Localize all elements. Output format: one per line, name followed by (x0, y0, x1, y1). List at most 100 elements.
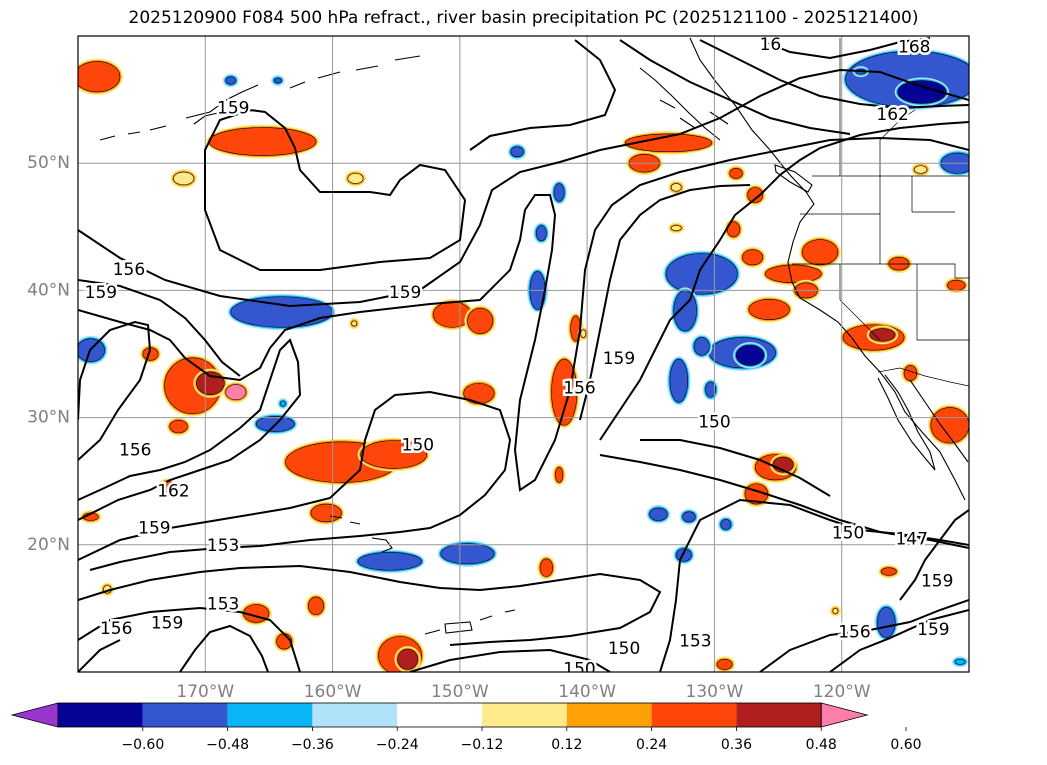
precip-area (533, 222, 550, 244)
precip-core (705, 381, 717, 398)
precip-area (394, 646, 421, 672)
precip-area (713, 656, 736, 672)
precip-core (801, 239, 839, 266)
contour-label: 153 (679, 631, 711, 651)
precip-core (230, 296, 333, 328)
precip-area (679, 508, 699, 525)
contour-line (78, 338, 302, 521)
precip-core (716, 658, 733, 670)
precip-core (273, 77, 282, 84)
precip-area (206, 124, 320, 159)
precip-area (874, 604, 899, 641)
precip-area (646, 504, 671, 524)
contour-label: 159 (138, 518, 170, 538)
precip-core (832, 608, 839, 614)
precip-area (927, 404, 969, 447)
contour-line (78, 390, 512, 571)
colorbar-extend-high (820, 702, 869, 728)
precip-area (702, 378, 719, 401)
precipitation-layer (78, 48, 969, 672)
precip-core (693, 337, 710, 356)
precip-area (739, 246, 766, 268)
contour-line (78, 564, 662, 646)
us-mexico-border (877, 367, 969, 387)
precip-core (308, 596, 324, 616)
hawaii-islands (329, 515, 393, 553)
contour-line (699, 39, 969, 110)
precip-area (717, 516, 734, 533)
precip-area (348, 317, 360, 330)
precip-core (877, 606, 896, 638)
lon-label: 140°W (558, 682, 616, 702)
precip-area (944, 277, 969, 294)
precip-core (880, 567, 897, 576)
contour-label: 150 (832, 523, 864, 543)
colorbar-segment (227, 703, 313, 727)
precip-core (347, 173, 364, 184)
lon-label: 170°W (176, 682, 234, 702)
precip-core (897, 80, 947, 104)
contour-label: 159 (151, 614, 183, 634)
precip-area (344, 170, 367, 187)
precip-area (464, 305, 496, 337)
idaho-border (879, 176, 969, 279)
map-plot-area: 159 156 159 159 156 162 159 153 153 159 156 150 156 1… (78, 35, 969, 672)
contour-label: 156 (113, 260, 145, 280)
utah-arizona-border (916, 264, 969, 341)
colorbar-segment (312, 703, 398, 727)
contour-line (469, 39, 617, 151)
precip-core (555, 466, 564, 483)
precip-area (670, 287, 700, 335)
latitude-labels: 50°N 40°N 30°N 20°N (27, 153, 70, 555)
precip-area (305, 593, 327, 618)
contour-label: 168 (898, 37, 930, 57)
precip-area (507, 143, 527, 160)
precip-area (799, 236, 841, 268)
gridlines (78, 36, 969, 672)
north-america-coastline (689, 37, 966, 501)
precip-core (670, 225, 682, 231)
precip-area (894, 77, 950, 107)
precip-area (166, 417, 191, 436)
contour-label: 156 (119, 441, 151, 461)
precip-area (170, 169, 197, 188)
precip-core (467, 307, 494, 334)
precip-area (537, 555, 556, 580)
precip-area (222, 73, 239, 88)
precip-area (951, 656, 969, 668)
precip-core (682, 511, 696, 523)
precip-core (280, 400, 286, 407)
nevada-border (839, 264, 881, 341)
precip-core (553, 183, 565, 202)
precip-area (769, 454, 797, 476)
precip-core (747, 187, 764, 203)
precip-core (551, 358, 578, 426)
precip-core (169, 419, 188, 434)
alaska-panhandle-islands (639, 67, 729, 141)
contour-label: 16 (760, 35, 782, 55)
contour-label: 159 (389, 283, 421, 303)
colorbar-segment (482, 703, 567, 727)
contour-line (899, 509, 969, 601)
precip-area (80, 509, 102, 524)
contour-line (78, 136, 969, 492)
precip-area (901, 362, 920, 384)
contour-line (78, 279, 241, 377)
contour-line (659, 498, 969, 672)
lat-label: 40°N (27, 280, 70, 300)
precip-core (225, 76, 237, 85)
contour-labels: 159 156 159 159 156 162 159 153 153 159 156 150 156 1… (82, 35, 956, 672)
precip-area (357, 437, 430, 472)
precip-core (357, 552, 422, 571)
precip-core (310, 503, 342, 523)
precip-core (765, 264, 822, 284)
lat-label: 50°N (27, 153, 70, 173)
precip-core (729, 167, 743, 179)
precip-core (673, 290, 697, 332)
contour-label: 159 (921, 572, 953, 592)
precip-core (665, 253, 738, 295)
precip-core (440, 543, 495, 565)
precip-core (735, 344, 765, 366)
colorbar-tick-label: −0.24 (376, 737, 419, 753)
